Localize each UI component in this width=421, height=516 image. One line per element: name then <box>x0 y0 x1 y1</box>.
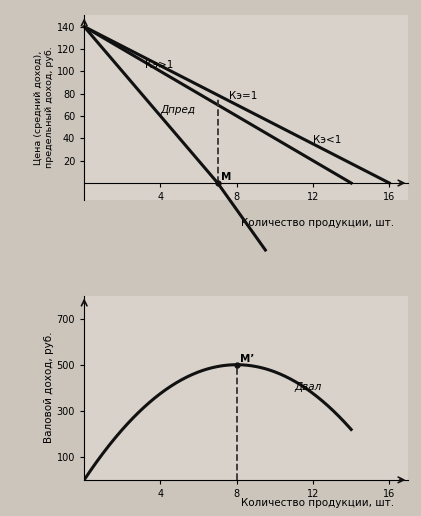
Y-axis label: Цена (средний доход),
предельный доход, руб.: Цена (средний доход), предельный доход, … <box>35 47 54 169</box>
Text: M: M <box>221 172 231 182</box>
Text: M’: M’ <box>240 354 254 364</box>
X-axis label: Количество продукции, шт.: Количество продукции, шт. <box>241 218 394 228</box>
Text: Кэ<1: Кэ<1 <box>313 135 341 145</box>
Text: Двал: Двал <box>294 382 321 392</box>
Text: Дпред: Дпред <box>160 105 195 115</box>
Y-axis label: Валовой доход, руб.: Валовой доход, руб. <box>44 332 54 443</box>
Text: Кэ=1: Кэ=1 <box>229 91 258 101</box>
Text: Кэ>1: Кэ>1 <box>145 60 173 70</box>
X-axis label: Количество продукции, шт.: Количество продукции, шт. <box>241 498 394 508</box>
